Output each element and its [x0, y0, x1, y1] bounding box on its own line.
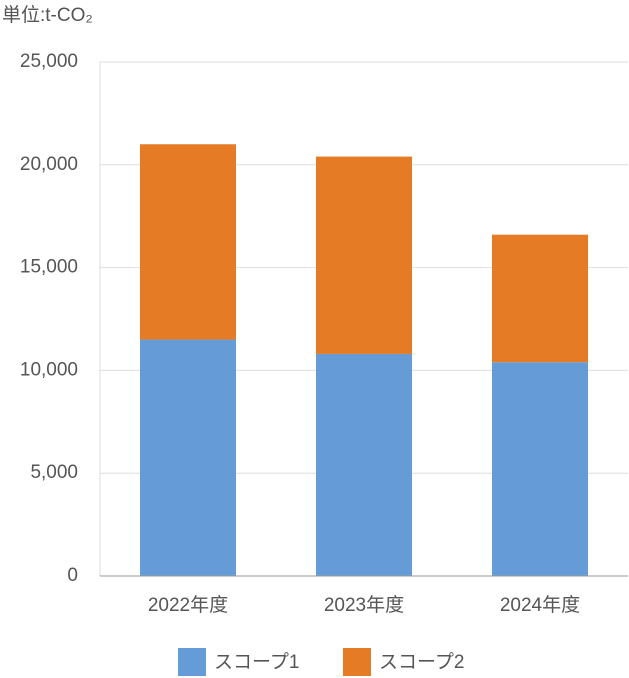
bar-segment: [140, 144, 236, 340]
y-tick-label: 5,000: [30, 462, 78, 483]
legend-swatch: [343, 648, 371, 676]
legend-label: スコープ1: [214, 651, 299, 673]
y-tick-label: 15,000: [20, 257, 78, 278]
bar-segment: [316, 156, 412, 354]
bar-segment: [316, 353, 412, 576]
chart-title: 単位:t-CO₂: [2, 4, 93, 26]
bar-segment: [492, 234, 588, 363]
bar-segment: [492, 362, 588, 576]
bar-segment: [140, 339, 236, 576]
x-tick-label: 2023年度: [324, 594, 404, 616]
x-tick-label: 2024年度: [500, 594, 580, 616]
x-tick-label: 2022年度: [148, 594, 228, 616]
legend-swatch: [178, 648, 206, 676]
legend-label: スコープ2: [379, 651, 464, 673]
y-tick-label: 25,000: [20, 51, 78, 72]
y-tick-label: 0: [67, 565, 78, 586]
y-tick-label: 10,000: [20, 359, 78, 380]
y-tick-label: 20,000: [20, 154, 78, 175]
